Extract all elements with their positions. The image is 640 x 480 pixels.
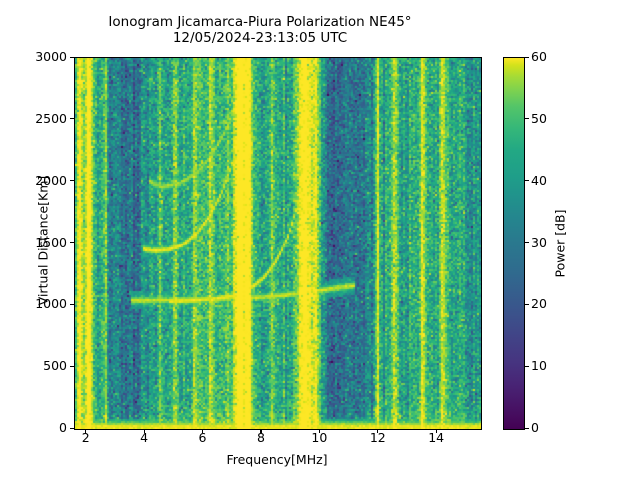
x-tick-mark [318,429,320,433]
colorbar-tick-label: 20 [531,296,547,312]
y-tick-mark [70,365,74,367]
colorbar-tick-label: 60 [531,49,547,64]
y-tick-label: 2500 [35,110,67,126]
x-tick-mark [377,429,379,433]
x-axis-label: Frequency[MHz] [226,452,328,467]
y-tick-mark [70,242,74,244]
y-tick-mark [70,118,74,120]
y-tick-label: 1000 [35,296,67,312]
colorbar-label: Power [dB] [552,209,568,278]
y-tick-mark [70,427,74,429]
x-tick-label: 8 [256,430,265,445]
y-tick-label: 3000 [35,49,67,64]
colorbar-tick-mark [525,427,529,429]
colorbar-tick-mark [525,56,529,58]
x-tick-mark [202,429,204,433]
colorbar-tick-label: 30 [531,234,547,250]
x-tick-mark [435,429,437,433]
x-tick-mark [85,429,87,433]
figure-title: Ionogram Jicamarca-Piura Polarization NE… [0,14,520,46]
y-tick-label: 2000 [35,172,67,188]
title-line-1: Ionogram Jicamarca-Piura Polarization NE… [108,14,412,30]
colorbar-tick-label: 10 [531,358,547,374]
y-axis-label: Virtual Distance[Km] [35,175,51,306]
colorbar-gradient [503,57,525,430]
title-line-2: 12/05/2024-23:13:05 UTC [172,30,348,46]
colorbar-tick-label: 40 [531,172,547,188]
colorbar-tick-label: 0 [531,420,539,435]
y-tick-mark [70,180,74,182]
y-tick-mark [70,56,74,58]
y-tick-label: 500 [43,358,67,374]
colorbar-tick-mark [525,365,529,367]
y-tick-mark [70,303,74,305]
x-tick-mark [143,429,145,433]
colorbar-tick-mark [525,242,529,244]
ionogram-heatmap-image [75,58,481,429]
y-tick-label: 1500 [35,234,67,250]
x-tick-label: 4 [140,430,149,445]
x-tick-mark [260,429,262,433]
y-tick-label: 0 [59,420,67,435]
colorbar-tick-mark [525,118,529,120]
colorbar-tick-mark [525,303,529,305]
colorbar-tick-label: 50 [531,110,547,126]
x-tick-label: 12 [369,430,386,445]
colorbar-tick-mark [525,180,529,182]
x-tick-label: 10 [311,430,328,445]
x-tick-label: 2 [81,430,90,445]
x-tick-label: 14 [428,430,445,445]
x-tick-label: 6 [198,430,207,445]
ionogram-heatmap-axes [74,57,482,430]
